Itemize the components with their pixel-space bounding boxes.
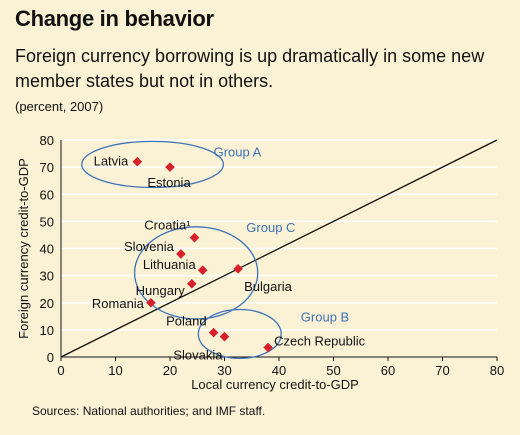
x-tick-label-40: 40 (272, 363, 286, 378)
group-a-ellipse (81, 140, 225, 189)
point-label-hungary: Hungary (136, 283, 186, 298)
marker-estonia (165, 162, 175, 172)
group-c-ellipse (133, 226, 259, 320)
point-labels: Latvia Estonia Croatia¹ Slovenia Lithuania Hu… (92, 154, 366, 363)
marker-hungary (187, 278, 197, 289)
point-label-poland: Poland (166, 314, 206, 329)
x-tick-label-60: 60 (381, 363, 395, 378)
marker-bulgaria (233, 264, 243, 274)
data-markers (132, 156, 273, 353)
marker-latvia (132, 156, 143, 167)
x-tick-label-20: 20 (163, 363, 177, 378)
point-label-czech-republic: Czech Republic (274, 334, 366, 349)
marker-slovakia (219, 331, 230, 342)
y-tick-label-0: 0 (47, 350, 54, 365)
x-axis-label: Local currency credit-to-GDP (191, 377, 359, 392)
gridlines (61, 139, 497, 331)
marker-lithuania (197, 265, 208, 275)
y-tick-label-40: 40 (40, 242, 54, 257)
point-label-romania: Romania (92, 296, 145, 311)
point-label-slovenia: Slovenia (124, 239, 175, 254)
y-tick-labels: 0 10 20 30 40 50 60 70 80 (40, 133, 54, 365)
point-label-latvia: Latvia (94, 154, 129, 169)
x-tick-label-70: 70 (435, 363, 449, 378)
x-tick-label-50: 50 (326, 363, 340, 378)
marker-slovenia (176, 249, 186, 259)
x-tick-label-30: 30 (217, 363, 231, 378)
group-a-label: Group A (214, 144, 262, 159)
marker-poland (208, 327, 219, 338)
marker-romania (146, 297, 156, 308)
y-tick-label-20: 20 (40, 296, 54, 311)
y-tick-label-10: 10 (40, 323, 54, 338)
y-tick-label-80: 80 (40, 133, 54, 148)
point-label-slovakia: Slovakia (173, 348, 223, 363)
point-label-estonia: Estonia (147, 175, 191, 190)
y-tick-label-30: 30 (40, 269, 54, 284)
y-tick-label-60: 60 (40, 187, 54, 202)
unit-note: (percent, 2007) (15, 99, 104, 114)
point-label-lithuania: Lithuania (143, 257, 197, 272)
chart-title: Change in behavior (15, 6, 214, 31)
diagonal-line (60, 139, 498, 358)
chart-subtitle: Foreign currency borrowing is up dramati… (15, 46, 485, 91)
y-tick-label-70: 70 (40, 160, 54, 175)
x-tick-label-0: 0 (57, 363, 64, 378)
group-b-label: Group B (301, 310, 349, 325)
group-ellipses (81, 140, 282, 360)
group-c-label: Group C (246, 220, 295, 235)
point-label-bulgaria: Bulgaria (244, 279, 292, 294)
y-axis-label: Foreign currency credit-to-GDP (16, 158, 31, 339)
source-note: Sources: National authorities; and IMF s… (32, 404, 266, 418)
x-tick-label-80: 80 (490, 363, 504, 378)
axes (60, 140, 498, 361)
y-tick-label-50: 50 (40, 214, 54, 229)
marker-croatia (189, 232, 200, 243)
x-tick-label-10: 10 (108, 363, 122, 378)
x-tick-labels: 0 10 20 30 40 50 60 70 80 (57, 363, 504, 378)
point-label-croatia: Croatia¹ (144, 218, 191, 233)
group-labels: Group A Group C Group B (214, 144, 350, 324)
group-b-ellipse (197, 308, 282, 360)
marker-czech-republic (263, 342, 273, 353)
